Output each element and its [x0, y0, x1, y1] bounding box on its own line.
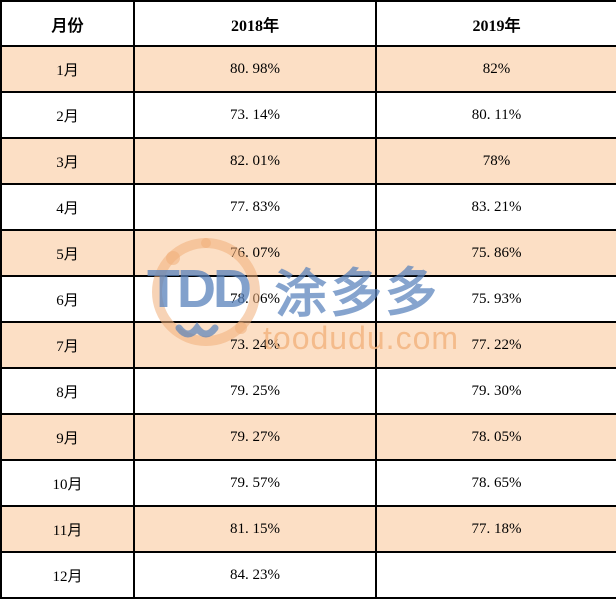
table-row: 9月 79. 27% 78. 05% [0, 413, 616, 461]
value-cell: 80. 98% [133, 45, 377, 93]
value-cell: 78. 06% [133, 275, 377, 323]
value-cell: 82. 01% [133, 137, 377, 185]
value-cell: 81. 15% [133, 505, 377, 553]
value-cell: 76. 07% [133, 229, 377, 277]
month-cell: 9月 [0, 413, 135, 461]
header-row: 月份 2018年 2019年 [0, 0, 616, 47]
value-cell: 78. 65% [375, 459, 616, 507]
month-cell: 10月 [0, 459, 135, 507]
table-row: 3月 82. 01% 78% [0, 137, 616, 185]
value-cell [375, 551, 616, 599]
month-cell: 4月 [0, 183, 135, 231]
value-cell: 79. 57% [133, 459, 377, 507]
table-header: 月份 2018年 2019年 [0, 0, 616, 47]
table-body: 1月 80. 98% 82% 2月 73. 14% 80. 11% 3月 82. 01% 78%… [0, 45, 616, 599]
month-cell: 2月 [0, 91, 135, 139]
column-header-month: 月份 [0, 0, 135, 47]
month-cell: 5月 [0, 229, 135, 277]
value-cell: 77. 83% [133, 183, 377, 231]
value-cell: 75. 86% [375, 229, 616, 277]
table-row: 12月 84. 23% [0, 551, 616, 599]
table-row: 10月 79. 57% 78. 65% [0, 459, 616, 507]
value-cell: 84. 23% [133, 551, 377, 599]
value-cell: 80. 11% [375, 91, 616, 139]
value-cell: 79. 27% [133, 413, 377, 461]
table-row: 5月 76. 07% 75. 86% [0, 229, 616, 277]
table-row: 2月 73. 14% 80. 11% [0, 91, 616, 139]
table-row: 1月 80. 98% 82% [0, 45, 616, 93]
value-cell: 73. 14% [133, 91, 377, 139]
value-cell: 78. 05% [375, 413, 616, 461]
value-cell: 75. 93% [375, 275, 616, 323]
value-cell: 79. 30% [375, 367, 616, 415]
month-cell: 3月 [0, 137, 135, 185]
month-cell: 8月 [0, 367, 135, 415]
value-cell: 73. 24% [133, 321, 377, 369]
value-cell: 77. 18% [375, 505, 616, 553]
value-cell: 78% [375, 137, 616, 185]
table-row: 8月 79. 25% 79. 30% [0, 367, 616, 415]
month-cell: 12月 [0, 551, 135, 599]
value-cell: 83. 21% [375, 183, 616, 231]
column-header-2019: 2019年 [375, 0, 616, 47]
value-cell: 82% [375, 45, 616, 93]
table-row: 4月 77. 83% 83. 21% [0, 183, 616, 231]
table-row: 6月 78. 06% 75. 93% [0, 275, 616, 323]
month-cell: 7月 [0, 321, 135, 369]
month-cell: 6月 [0, 275, 135, 323]
table-row: 11月 81. 15% 77. 18% [0, 505, 616, 553]
column-header-2018: 2018年 [133, 0, 377, 47]
month-cell: 1月 [0, 45, 135, 93]
value-cell: 77. 22% [375, 321, 616, 369]
month-cell: 11月 [0, 505, 135, 553]
value-cell: 79. 25% [133, 367, 377, 415]
table-row: 7月 73. 24% 77. 22% [0, 321, 616, 369]
